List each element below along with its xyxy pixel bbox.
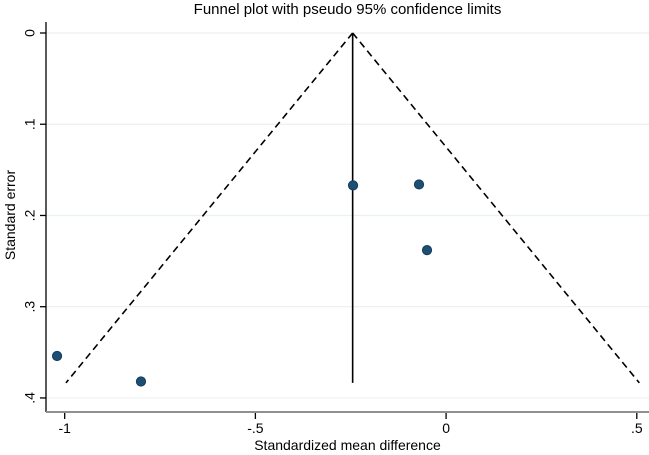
y-tick-label: .1 xyxy=(22,118,38,130)
data-point xyxy=(51,350,63,362)
funnel-left-limit-line xyxy=(65,32,354,384)
data-point xyxy=(347,180,359,191)
data-point xyxy=(413,179,425,190)
x-tick-label: -.5 xyxy=(247,420,264,436)
x-tick-label: 0 xyxy=(442,420,450,436)
y-tick-label: .4 xyxy=(22,392,38,404)
y-tick-label: .3 xyxy=(22,301,38,313)
chart-title: Funnel plot with pseudo 95% confidence l… xyxy=(193,1,502,18)
x-tick-label: .5 xyxy=(631,420,643,436)
x-tick-label: -1 xyxy=(58,420,71,436)
x-axis-label: Standardized mean difference xyxy=(254,437,441,453)
y-tick-label: .2 xyxy=(22,209,38,221)
y-tick-label: 0 xyxy=(22,29,38,37)
data-point xyxy=(135,376,147,387)
funnel-right-limit-line xyxy=(352,32,640,384)
data-point xyxy=(421,245,433,256)
